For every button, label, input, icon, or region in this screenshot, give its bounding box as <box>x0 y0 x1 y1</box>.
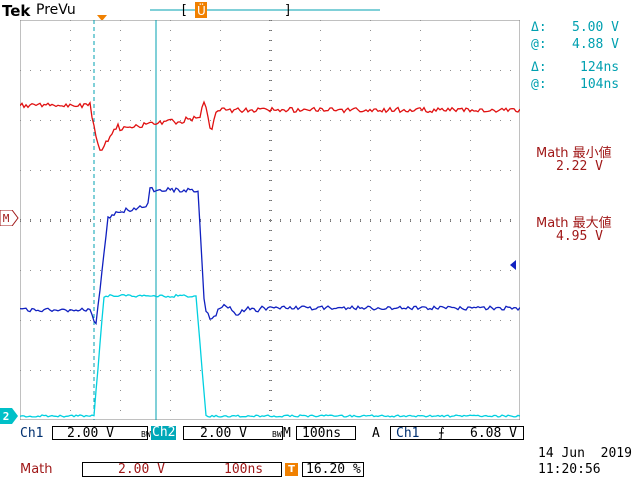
ch1-label[interactable]: Ch1 <box>20 426 43 442</box>
trigger-position-value[interactable]: 16.20 % <box>302 462 364 477</box>
ch2-label[interactable]: Ch2 <box>151 426 176 440</box>
measurement-1-value: 2.22 V <box>556 159 603 174</box>
volt-delta-symbol: Δ: <box>531 20 547 35</box>
ch2-scale[interactable]: 2.00 V <box>183 426 283 440</box>
waveform-display[interactable] <box>20 20 520 420</box>
time-delta-value: 124ns <box>580 60 619 75</box>
svg-text:Ü: Ü <box>197 2 206 18</box>
svg-text:]: ] <box>284 3 292 18</box>
ch1-bw-limit: BW <box>141 427 151 443</box>
time-at-symbol: @: <box>531 77 547 92</box>
trigger-position-icon: T <box>285 463 298 476</box>
ch2-ground-marker[interactable]: 2 <box>0 408 20 428</box>
time-at-value: 104ns <box>580 77 619 92</box>
acquisition-mode: PreVu <box>36 2 76 18</box>
ch2-marker-icon: 2 <box>0 408 20 424</box>
math-label[interactable]: Math <box>20 462 53 478</box>
math-ground-marker[interactable]: M <box>0 210 20 230</box>
ch1-scale[interactable]: 2.00 V <box>52 426 148 440</box>
volt-at-value: 4.88 V <box>572 37 619 52</box>
math-scale: 2.00 V <box>118 462 165 478</box>
svg-text:[: [ <box>180 3 188 18</box>
date-label: 14 Jun 2019 <box>538 446 632 461</box>
trigger-slope-icon: ⨍ <box>438 426 445 442</box>
status-bar-row-2: Math 2.00 V 100ns T 16.20 % <box>0 462 528 478</box>
volt-delta-value: 5.00 V <box>572 20 619 35</box>
timebase-value[interactable]: 100ns <box>296 426 356 440</box>
measurement-2-value: 4.95 V <box>556 229 603 244</box>
time-delta-symbol: Δ: <box>531 60 547 75</box>
main-timebase-label: M <box>283 426 291 442</box>
brand-label: Tek <box>2 2 30 20</box>
record-position-indicator[interactable]: [ ] Ü <box>150 0 390 20</box>
volt-at-symbol: @: <box>531 37 547 52</box>
math-marker-icon: M <box>0 210 20 226</box>
trigger-mode: A <box>372 426 380 442</box>
trigger-level: 6.08 V <box>470 426 517 442</box>
ch2-bw-limit: BW <box>272 427 282 443</box>
time-label: 11:20:56 <box>538 462 601 477</box>
math-timebase: 100ns <box>224 462 263 478</box>
svg-text:2: 2 <box>3 410 10 423</box>
svg-text:M: M <box>3 212 10 225</box>
trigger-source: Ch1 <box>396 426 419 442</box>
status-bar-row-1: Ch1 2.00 V BW Ch2 2.00 V BW M 100ns A Ch… <box>0 426 528 442</box>
